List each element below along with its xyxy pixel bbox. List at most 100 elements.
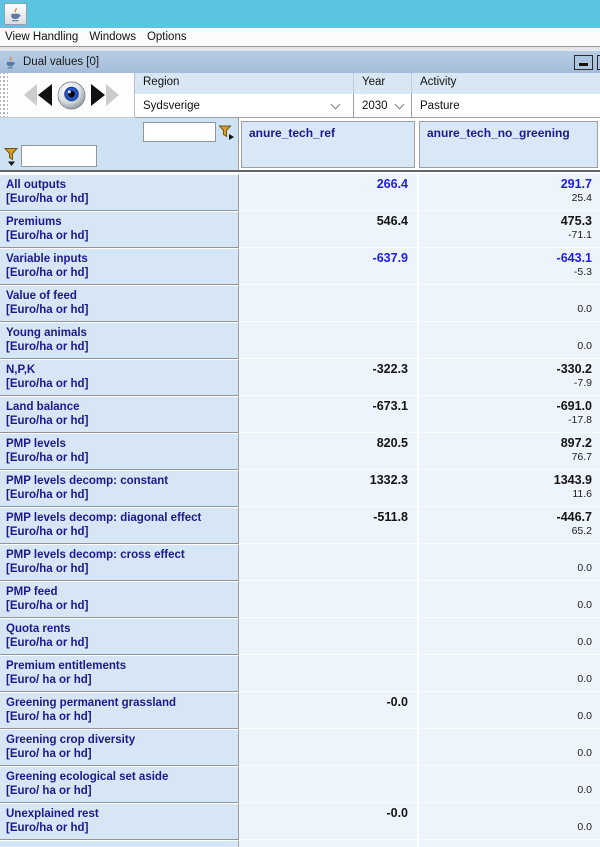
filter-funnel-right-icon[interactable] (218, 124, 235, 141)
row-header-cell[interactable]: Variable inputs [Euro/ha or hd] (0, 248, 239, 285)
maximize-button-clipped[interactable] (597, 55, 600, 70)
cell-cmp[interactable]: 0.0 (417, 285, 600, 322)
cell-ref[interactable]: -637.9 (239, 248, 417, 285)
table-row: PMP levels decomp: constant [Euro/ha or … (0, 470, 600, 507)
menu-options[interactable]: Options (146, 31, 187, 43)
column-filter-input[interactable] (143, 122, 216, 142)
cell-ref-value (239, 768, 408, 784)
cell-cmp-value: 1343.9 (553, 473, 592, 487)
cell-ref-value: -0.0 (386, 695, 408, 709)
row-header-cell[interactable]: PMP levels decomp: cross effect [Euro/ha… (0, 544, 239, 581)
cell-ref[interactable]: -322.3 (239, 359, 417, 396)
activity-select[interactable]: Pasture (412, 94, 600, 118)
cell-ref[interactable]: -0.0 (239, 692, 417, 729)
cell-cmp[interactable]: 0.0 (417, 322, 600, 359)
activity-label: Activity (412, 73, 600, 94)
frame-titlebar[interactable]: Dual values [0] (0, 51, 600, 73)
cell-ref[interactable]: 546.4 (239, 211, 417, 248)
cell-ref[interactable] (239, 618, 417, 655)
table-row: All outputs [Euro/ha or hd] 266.4 291.7 … (0, 174, 600, 211)
row-header-cell[interactable]: Value of feed [Euro/ha or hd] (0, 285, 239, 322)
row-header-cell[interactable]: Quota rents [Euro/ha or hd] (0, 618, 239, 655)
filter-funnel-down-icon[interactable] (3, 147, 20, 167)
cell-ref[interactable] (239, 655, 417, 692)
cell-cmp[interactable]: 0.0 (417, 581, 600, 618)
cell-ref-value: -637.9 (372, 251, 408, 265)
row-header-cell[interactable]: PMP levels [Euro/ha or hd] (0, 433, 239, 470)
row-header-cell[interactable]: PMP levels decomp: diagonal effect [Euro… (0, 507, 239, 544)
cell-cmp[interactable]: -330.2 -7.9 (417, 359, 600, 396)
cell-cmp[interactable]: 0.0 (417, 803, 600, 840)
cell-ref[interactable]: -511.8 (239, 507, 417, 544)
cell-cmp[interactable]: 0.0 (417, 692, 600, 729)
row-header-cell[interactable]: Greening ecological set aside [Euro/ ha … (0, 766, 239, 803)
java-app-button[interactable] (4, 3, 27, 25)
java-cup-icon (6, 56, 15, 68)
cell-ref[interactable]: 1332.3 (239, 470, 417, 507)
view-button[interactable] (55, 80, 88, 111)
region-select[interactable]: Sydsverige (135, 94, 354, 118)
cell-ref[interactable] (239, 544, 417, 581)
cell-cmp-value (419, 620, 592, 636)
row-header-cell[interactable]: All outputs [Euro/ha or hd] (0, 174, 239, 211)
year-select[interactable]: 2030 (354, 94, 412, 118)
cell-ref[interactable]: -0.0 (239, 803, 417, 840)
cell-cmp[interactable]: 0.0 (417, 655, 600, 692)
step-back-disabled-icon (23, 84, 37, 106)
minimize-button[interactable] (574, 55, 593, 70)
region-value: Sydsverige (143, 99, 200, 112)
cell-cmp[interactable]: -446.7 65.2 (417, 507, 600, 544)
cell-cmp[interactable]: 0.0 (417, 766, 600, 803)
cell-cmp[interactable]: 0.0 (417, 544, 600, 581)
cell-ref[interactable] (239, 322, 417, 359)
row-filter-input[interactable] (21, 145, 97, 167)
row-header-cell[interactable]: Premium entitlements [Euro/ ha or hd] (0, 655, 239, 692)
row-header-cell[interactable]: Land balance [Euro/ha or hd] (0, 396, 239, 433)
row-label: Greening crop diversity (6, 734, 136, 746)
table-row: Land balance [Euro/ha or hd] -673.1 -691… (0, 396, 600, 433)
row-header-cell[interactable]: N,P,K [Euro/ha or hd] (0, 359, 239, 396)
toolbar-grip[interactable] (0, 73, 8, 117)
row-unit: [Euro/ ha or hd] (6, 711, 92, 723)
cell-cmp-diff: 0.0 (577, 562, 592, 574)
cell-ref[interactable] (239, 285, 417, 322)
table-row: Greening ecological set aside [Euro/ ha … (0, 766, 600, 803)
cell-cmp[interactable]: -691.0 -17.8 (417, 396, 600, 433)
cell-cmp[interactable]: 0.0 (417, 618, 600, 655)
cell-cmp-diff: -7.9 (573, 377, 592, 389)
column-header-no-greening[interactable]: anure_tech_no_greening (419, 121, 598, 168)
cell-ref[interactable]: -673.1 (239, 396, 417, 433)
step-back-button[interactable] (37, 84, 53, 106)
row-header-cell[interactable]: PMP levels decomp: constant [Euro/ha or … (0, 470, 239, 507)
menu-windows[interactable]: Windows (89, 31, 136, 43)
row-header-cell[interactable]: Greening permanent grassland [Euro/ ha o… (0, 692, 239, 729)
row-label: All outputs (6, 179, 67, 191)
menu-view-handling[interactable]: View Handling (5, 31, 79, 43)
cell-ref-value: 546.4 (376, 214, 408, 228)
row-header-cell[interactable]: Young animals [Euro/ha or hd] (0, 322, 239, 359)
cell-cmp[interactable]: 291.7 25.4 (417, 174, 600, 211)
step-forward-button[interactable] (90, 84, 106, 106)
row-header-cell[interactable]: Premiums [Euro/ha or hd] (0, 211, 239, 248)
cell-ref-value: -511.8 (373, 510, 408, 524)
table-row: Variable inputs [Euro/ha or hd] -637.9 -… (0, 248, 600, 285)
cell-cmp[interactable]: 897.2 76.7 (417, 433, 600, 470)
cell-ref[interactable]: 266.4 (239, 174, 417, 211)
cell-cmp[interactable]: 0.0 (417, 729, 600, 766)
row-header-cell[interactable]: Unexplained rest [Euro/ha or hd] (0, 803, 239, 840)
table-row: Greening permanent grassland [Euro/ ha o… (0, 692, 600, 729)
cell-cmp[interactable]: -643.1 -5.3 (417, 248, 600, 285)
cell-ref[interactable] (239, 766, 417, 803)
cell-ref[interactable]: 820.5 (239, 433, 417, 470)
row-unit: [Euro/ ha or hd] (6, 785, 92, 797)
cell-ref[interactable] (239, 581, 417, 618)
cell-cmp[interactable]: 1343.9 11.6 (417, 470, 600, 507)
cell-cmp[interactable]: 475.3 -71.1 (417, 211, 600, 248)
cell-ref[interactable] (239, 729, 417, 766)
column-header-ref[interactable]: anure_tech_ref (241, 121, 415, 168)
row-header-cell[interactable]: Greening crop diversity [Euro/ ha or hd] (0, 729, 239, 766)
row-header-cell[interactable]: PMP feed [Euro/ha or hd] (0, 581, 239, 618)
cell-cmp-value: 291.7 (560, 177, 592, 191)
cell-cmp-value: -691.0 (556, 399, 592, 413)
